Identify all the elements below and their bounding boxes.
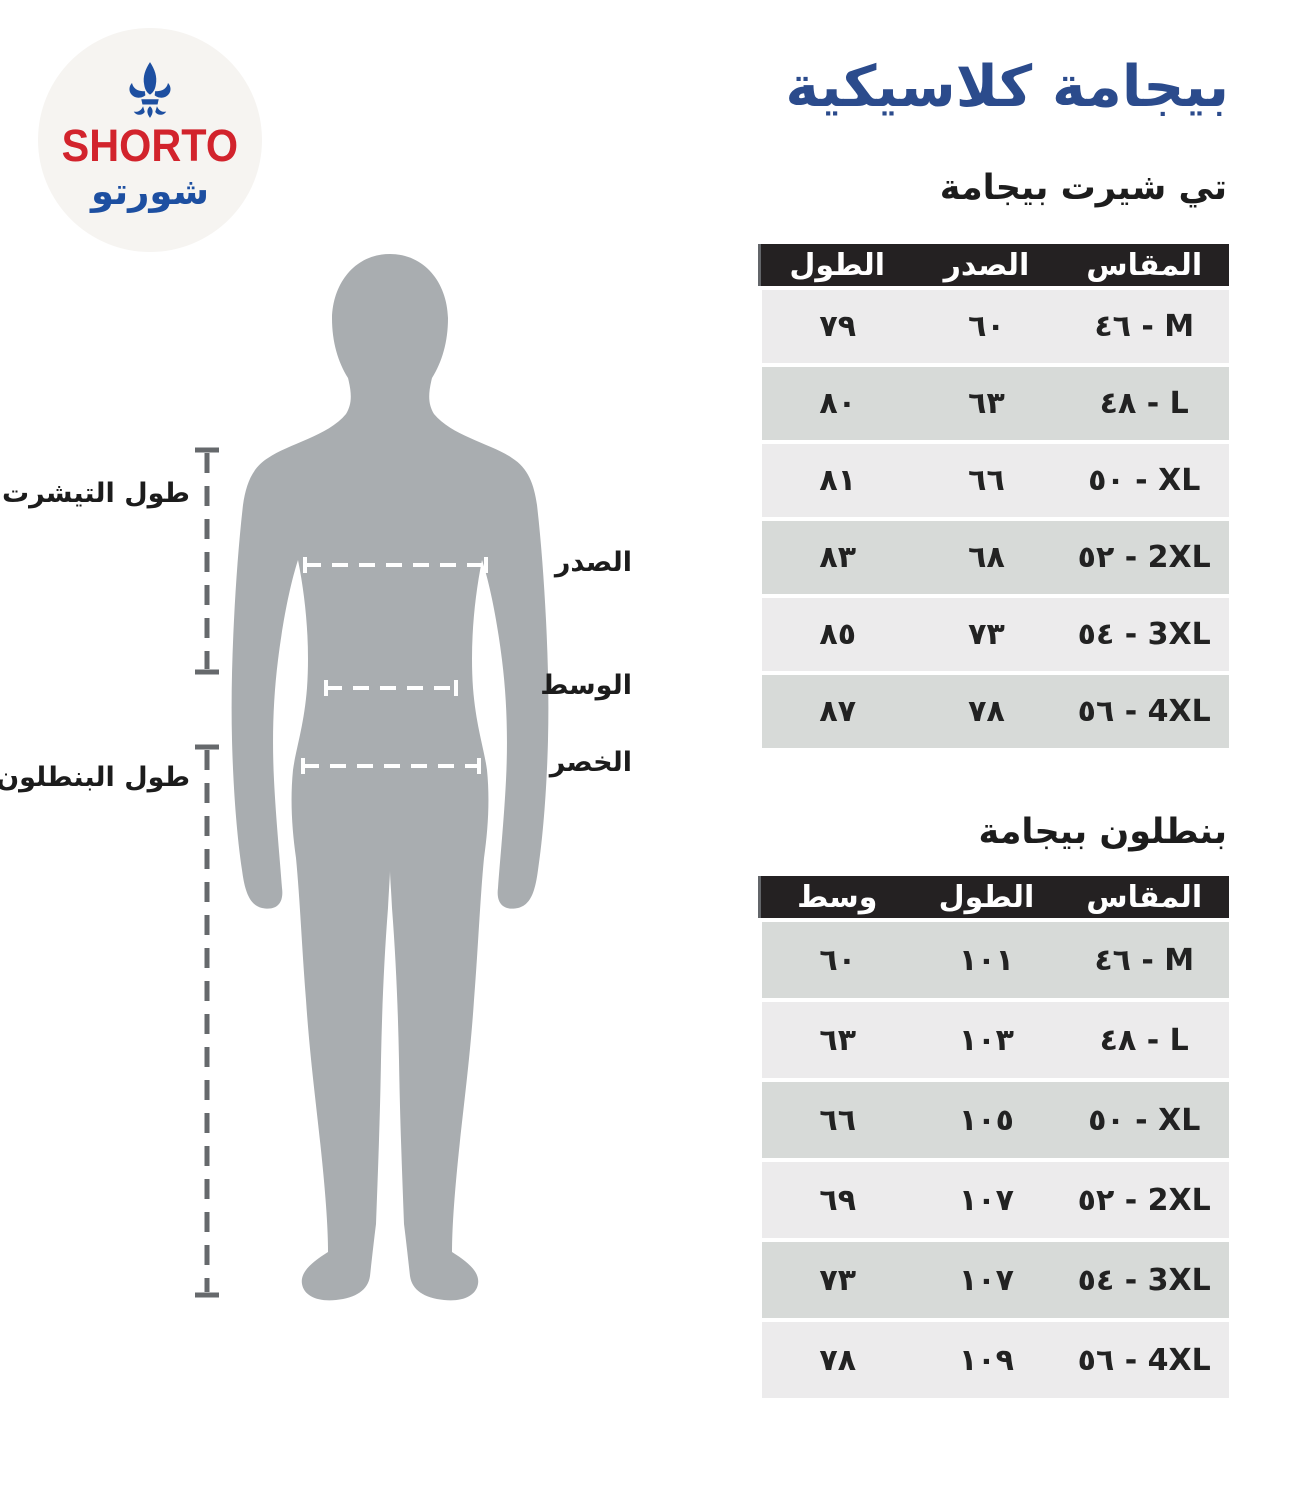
male-silhouette	[231, 254, 549, 1301]
waist-cell: ٧٨	[758, 1322, 914, 1398]
pants-length-ruler	[195, 744, 219, 1298]
size-cell: ٥٢ - 2XL	[1059, 1162, 1229, 1238]
waist-mid-label: الوسط	[540, 670, 632, 701]
waist-cell: ٧٣	[758, 1242, 914, 1318]
length-cell: ١٠٣	[913, 1002, 1060, 1078]
hips-measure-line	[301, 758, 481, 774]
pants-length-label: طول البنطلون	[0, 762, 190, 793]
brand-name-arabic: شورتو	[91, 170, 209, 214]
size-cell: ٤٨ - L	[1059, 1002, 1229, 1078]
pants-table-title: بنطلون بيجامة	[978, 812, 1227, 852]
size-cell: ٥٤ - 3XL	[1059, 1242, 1229, 1318]
size-cell: ٥٠ - XL	[1059, 444, 1229, 517]
table-row: ٥٦ - 4XL ٧٨ ٨٧	[758, 675, 1229, 748]
table-row: ٥٠ - XL ١٠٥ ٦٦	[758, 1082, 1229, 1158]
table-row: ٤٦ - M ٦٠ ٧٩	[758, 290, 1229, 363]
col-header-chest: الصدر	[913, 244, 1060, 286]
size-cell: ٤٦ - M	[1059, 290, 1229, 363]
chest-cell: ٦٨	[913, 521, 1060, 594]
table-row: ٥٢ - 2XL ٦٨ ٨٣	[758, 521, 1229, 594]
size-cell: ٤٨ - L	[1059, 367, 1229, 440]
table-row: ٤٦ - M ١٠١ ٦٠	[758, 922, 1229, 998]
length-cell: ٨٧	[758, 675, 914, 748]
waist-cell: ٦٣	[758, 1002, 914, 1078]
length-cell: ٨٠	[758, 367, 914, 440]
tshirt-length-label: طول التيشرت	[1, 478, 190, 509]
chest-cell: ٧٨	[913, 675, 1060, 748]
tshirt-size-table: المقاس الصدر الطول ٤٦ - M ٦٠ ٧٩ ٤٨ - L ٦…	[758, 240, 1229, 752]
waist-cell: ٦٠	[758, 922, 914, 998]
size-cell: ٤٦ - M	[1059, 922, 1229, 998]
size-cell: ٥٠ - XL	[1059, 1082, 1229, 1158]
col-header-length: الطول	[758, 244, 914, 286]
table-row: ٥٦ - 4XL ١٠٩ ٧٨	[758, 1322, 1229, 1398]
pants-size-table: المقاس الطول وسط ٤٦ - M ١٠١ ٦٠ ٤٨ - L ١٠…	[758, 872, 1229, 1402]
col-header-waist: وسط	[758, 876, 914, 918]
brand-logo: SHORTO شورتو	[38, 28, 262, 252]
length-cell: ١٠٧	[913, 1162, 1060, 1238]
waist-cell: ٦٦	[758, 1082, 914, 1158]
table-header-row: المقاس الطول وسط	[758, 876, 1229, 918]
table-row: ٥٤ - 3XL ١٠٧ ٧٣	[758, 1242, 1229, 1318]
hips-label: الخصر	[549, 747, 632, 778]
size-cell: ٥٦ - 4XL	[1059, 675, 1229, 748]
tshirt-length-ruler	[195, 447, 219, 675]
tshirt-table-title: تي شيرت بيجامة	[939, 168, 1227, 208]
size-cell: ٥٢ - 2XL	[1059, 521, 1229, 594]
body-measurement-diagram	[195, 254, 549, 1301]
table-row: ٥٠ - XL ٦٦ ٨١	[758, 444, 1229, 517]
waist-cell: ٦٩	[758, 1162, 914, 1238]
length-cell: ٧٩	[758, 290, 914, 363]
length-cell: ١٠٥	[913, 1082, 1060, 1158]
chest-cell: ٦٠	[913, 290, 1060, 363]
chest-cell: ٦٣	[913, 367, 1060, 440]
length-cell: ٨٥	[758, 598, 914, 671]
brand-name: SHORTO	[61, 120, 239, 172]
length-cell: ٨٣	[758, 521, 914, 594]
col-header-size: المقاس	[1059, 876, 1229, 918]
waist-measure-line	[324, 680, 458, 696]
chest-cell: ٦٦	[913, 444, 1060, 517]
size-charts-column: بيجامة كلاسيكية تي شيرت بيجامة المقاس ال…	[758, 0, 1229, 1500]
size-cell: ٥٦ - 4XL	[1059, 1322, 1229, 1398]
fleur-de-lis-icon	[129, 62, 171, 119]
col-header-length: الطول	[913, 876, 1060, 918]
table-row: ٥٢ - 2XL ١٠٧ ٦٩	[758, 1162, 1229, 1238]
length-cell: ١٠١	[913, 922, 1060, 998]
length-cell: ١٠٧	[913, 1242, 1060, 1318]
length-cell: ١٠٩	[913, 1322, 1060, 1398]
table-row: ٤٨ - L ٦٣ ٨٠	[758, 367, 1229, 440]
table-header-row: المقاس الصدر الطول	[758, 244, 1229, 286]
size-cell: ٥٤ - 3XL	[1059, 598, 1229, 671]
chest-label: الصدر	[554, 547, 632, 578]
table-row: ٥٤ - 3XL ٧٣ ٨٥	[758, 598, 1229, 671]
col-header-size: المقاس	[1059, 244, 1229, 286]
page-title: بيجامة كلاسيكية	[785, 54, 1229, 120]
chest-cell: ٧٣	[913, 598, 1060, 671]
table-row: ٤٨ - L ١٠٣ ٦٣	[758, 1002, 1229, 1078]
length-cell: ٨١	[758, 444, 914, 517]
chest-measure-line	[303, 557, 488, 573]
